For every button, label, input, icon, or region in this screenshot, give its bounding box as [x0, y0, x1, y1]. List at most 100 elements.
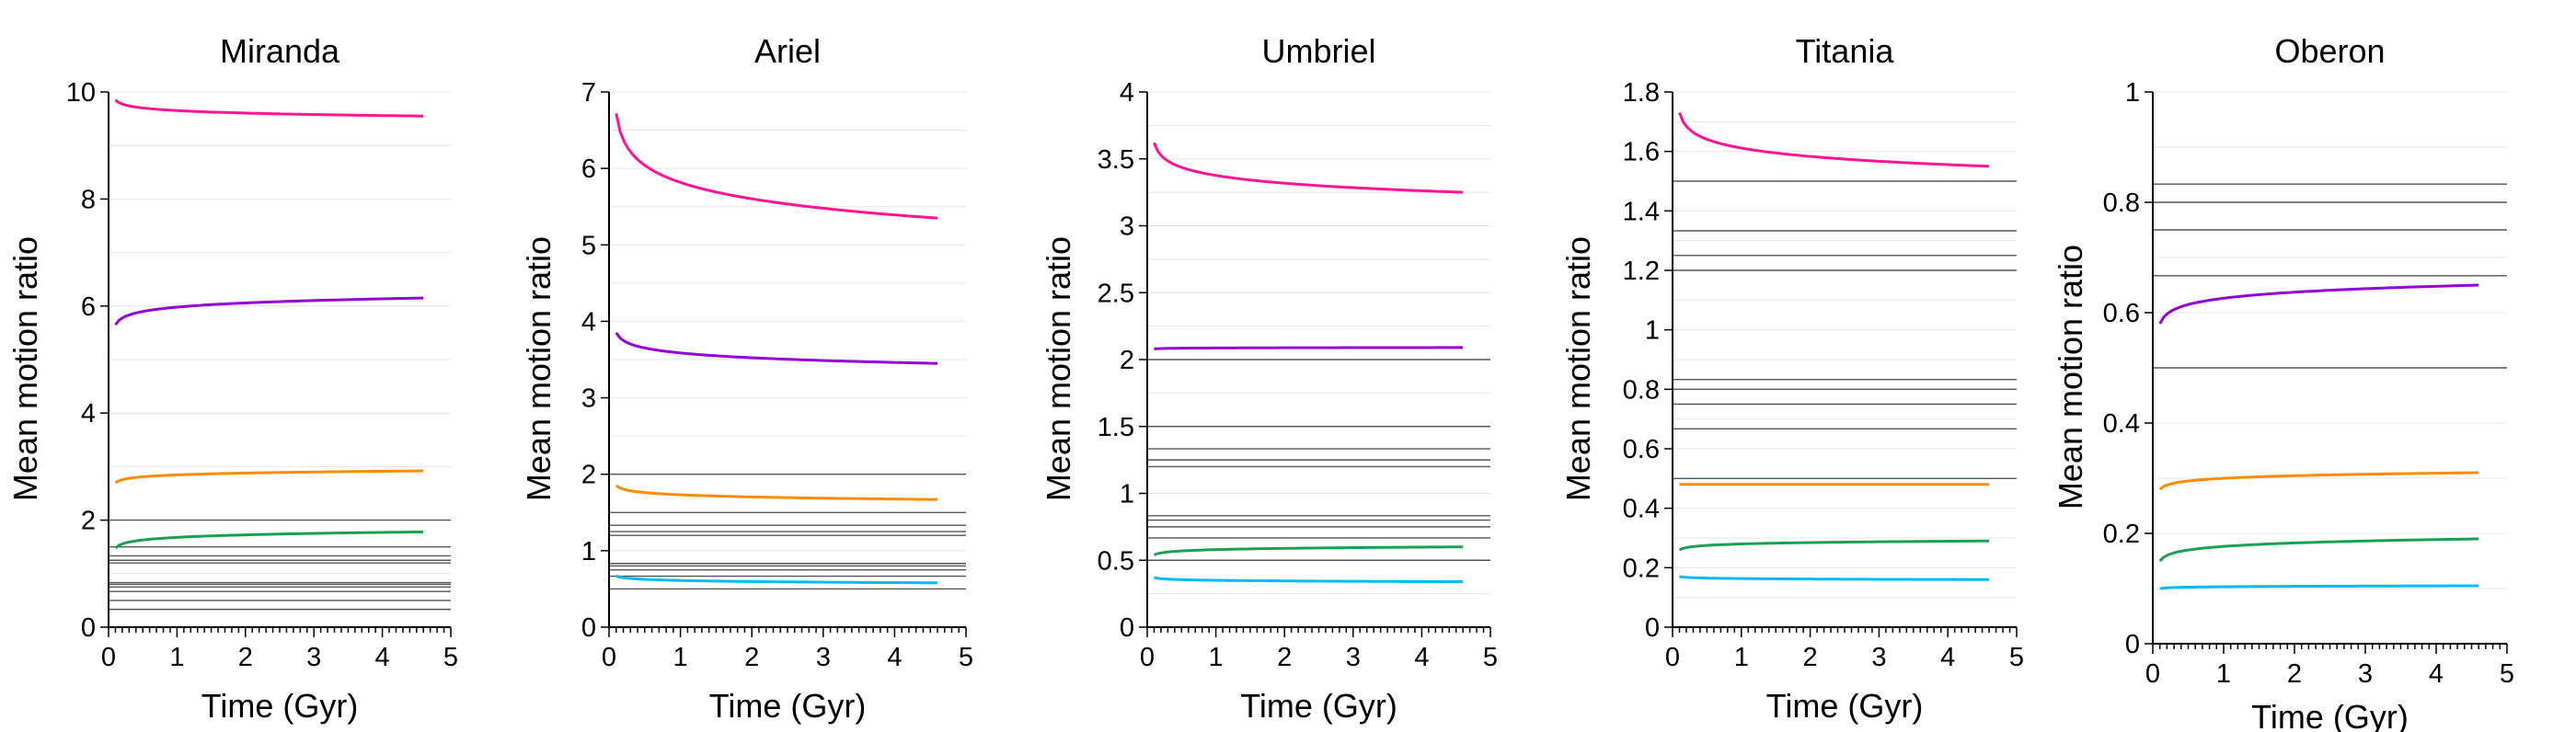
x-tick-label: 4 [375, 643, 390, 672]
y-tick-label: 4 [81, 399, 96, 429]
x-tick-label: 2 [238, 643, 253, 672]
y-tick-label: 4 [581, 307, 596, 337]
x-tick-label: 5 [959, 643, 973, 672]
y-axis-label: Mean motion ratio [2052, 245, 2089, 509]
x-tick-label: 3 [2358, 659, 2373, 689]
y-tick-label: 0.2 [1623, 554, 1660, 583]
series-line-2 [1154, 346, 1464, 350]
x-tick-label: 2 [1277, 643, 1292, 672]
y-tick-label: 0.2 [2103, 520, 2140, 549]
x-axis-label: Time (Gyr) [709, 687, 867, 725]
y-tick-label: 2.5 [1098, 279, 1134, 308]
y-tick-label: 3 [581, 384, 596, 414]
y-axis-label: Mean motion ratio [6, 236, 44, 501]
y-tick-label: 0.6 [1623, 435, 1660, 464]
x-tick-label: 3 [816, 643, 831, 672]
x-tick-label: 5 [443, 643, 458, 672]
y-tick-label: 0 [1645, 613, 1660, 643]
x-tick-label: 3 [1346, 643, 1361, 672]
y-tick-label: 0 [81, 613, 96, 643]
x-tick-label: 5 [2009, 643, 2024, 672]
y-tick-label: 3 [1120, 212, 1134, 242]
x-tick-label: 1 [2216, 659, 2231, 689]
x-tick-label: 0 [1665, 643, 1680, 672]
x-tick-label: 0 [101, 643, 116, 672]
x-axis-label: Time (Gyr) [2251, 698, 2409, 732]
y-tick-label: 1 [1120, 480, 1134, 509]
series-line-2 [615, 331, 937, 365]
x-tick-label: 0 [602, 643, 616, 672]
x-tick-label: 1 [673, 643, 688, 672]
y-tick-label: 2 [81, 507, 96, 536]
y-tick-label: 1.8 [1623, 78, 1660, 108]
series-line-2 [114, 296, 424, 326]
series-line-4 [2159, 584, 2479, 590]
x-tick-label: 0 [1140, 643, 1155, 672]
panel-title: Oberon [2274, 32, 2385, 70]
x-axis-label: Time (Gyr) [1240, 687, 1397, 725]
series-line-1 [615, 112, 938, 220]
panel-oberon: 0 1 2 3 4 5 0 0.2 0.4 0.6 0.8 1 Oberon Time (Gyr) Mean… [2052, 32, 2514, 732]
y-tick-label: 0.8 [1623, 375, 1660, 405]
series-line-1 [114, 98, 424, 118]
x-tick-label: 4 [887, 643, 902, 672]
x-tick-label: 1 [1734, 643, 1749, 672]
series-line-1 [1678, 112, 1990, 168]
panel-title: Miranda [220, 32, 340, 70]
y-tick-label: 1 [1645, 316, 1660, 346]
x-axis-label: Time (Gyr) [1766, 687, 1924, 725]
y-tick-label: 0 [2125, 630, 2140, 659]
series-line-1 [1153, 142, 1464, 194]
series-line-3 [1678, 539, 1990, 552]
series-line-4 [114, 530, 424, 550]
series-line-3 [615, 484, 937, 501]
y-tick-label: 2 [581, 461, 596, 490]
x-tick-label: 2 [2287, 659, 2302, 689]
y-tick-label: 0.4 [2103, 409, 2140, 439]
y-tick-label: 2 [1120, 346, 1134, 375]
panel-title: Titania [1796, 32, 1895, 70]
y-tick-label: 7 [581, 78, 596, 108]
y-tick-label: 1 [581, 537, 596, 566]
y-tick-label: 0.6 [2103, 299, 2140, 328]
y-tick-label: 1.2 [1623, 257, 1660, 286]
y-tick-label: 6 [581, 154, 596, 184]
x-tick-label: 3 [1871, 643, 1886, 672]
x-tick-label: 4 [2429, 659, 2444, 689]
panel-ariel: 0 1 2 3 4 5 0 1 2 3 4 5 6 7 Ariel Time (Gyr) Mean motion… [520, 32, 973, 725]
y-tick-label: 6 [81, 292, 96, 322]
series-line-3 [114, 469, 424, 485]
series-line-4 [1679, 575, 1990, 581]
panel-title: Ariel [754, 32, 821, 70]
series-line-4 [615, 574, 937, 585]
y-tick-label: 8 [81, 185, 96, 214]
y-tick-label: 1.6 [1623, 138, 1660, 167]
panel-titania: 0 1 2 3 4 5 0 0.2 0.4 0.6 0.8 1 1.2 1.4 1.6 1.8 Titania T… [1559, 32, 2024, 725]
series-line-2 [2158, 471, 2479, 491]
x-axis-label: Time (Gyr) [201, 687, 359, 725]
y-tick-label: 1.5 [1098, 413, 1134, 442]
x-tick-label: 4 [1940, 643, 1955, 672]
x-tick-label: 4 [1414, 643, 1429, 672]
x-tick-label: 3 [306, 643, 321, 672]
x-tick-label: 5 [1483, 643, 1498, 672]
y-tick-label: 10 [66, 78, 96, 108]
series-line-1 [2158, 283, 2479, 325]
y-tick-label: 1 [2125, 78, 2140, 108]
y-axis-label: Mean motion ratio [1559, 236, 1597, 501]
y-tick-label: 1.4 [1623, 197, 1660, 226]
y-axis-label: Mean motion ratio [520, 236, 558, 501]
x-tick-label: 2 [1803, 643, 1818, 672]
y-axis-label: Mean motion ratio [1040, 236, 1077, 501]
series-line-3 [2158, 537, 2479, 563]
y-tick-label: 5 [581, 231, 596, 260]
y-tick-label: 3.5 [1098, 145, 1134, 175]
panel-title: Umbriel [1261, 32, 1375, 70]
y-tick-label: 0 [1120, 613, 1134, 643]
panel-umbriel: 0 1 2 3 4 5 0 0.5 1 1.5 2 2.5 3 3.5 4 Umbriel Time (Gyr)… [1040, 32, 1498, 725]
y-tick-label: 0 [581, 613, 596, 643]
panel-miranda: 0 1 2 3 4 5 0 2 4 6 8 10 Miranda Time (Gyr) Mean motio… [6, 32, 458, 725]
y-tick-label: 0.8 [2103, 189, 2140, 218]
x-tick-label: 1 [1209, 643, 1224, 672]
